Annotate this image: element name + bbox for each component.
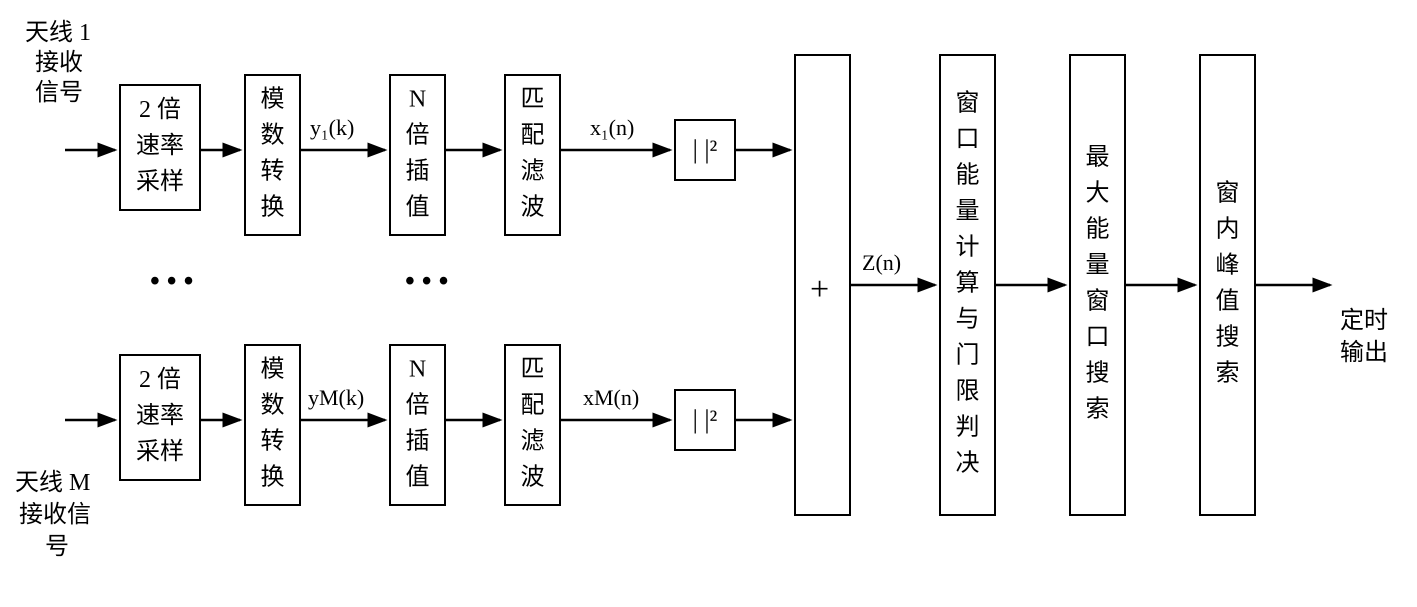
window-energy-threshold-label: 决	[956, 450, 980, 477]
max-energy-window-search-label: 能	[1086, 216, 1110, 243]
signal-zn: Z(n)	[862, 250, 901, 275]
signal-ym: yM(k)	[308, 385, 364, 410]
sample-m-label: 2 倍	[139, 366, 181, 393]
antenna-m-label: 天线 M	[15, 469, 90, 496]
max-energy-window-search-label: 搜	[1086, 360, 1110, 387]
peak-search	[1200, 55, 1255, 515]
window-energy-threshold-label: 算	[956, 270, 980, 297]
window-energy-threshold-label: 窗	[956, 90, 980, 117]
peak-search-label: 峰	[1216, 252, 1240, 279]
adc-1-label: 换	[261, 194, 285, 221]
window-energy-threshold-label: 限	[956, 379, 980, 405]
max-energy-window-search-label: 索	[1086, 396, 1110, 423]
max-energy-window-search	[1070, 55, 1125, 515]
block-diagram: 2 倍速率采样模数转换N倍插值匹配滤波| |²2 倍速率采样模数转换N倍插值匹配…	[10, 10, 1417, 597]
sample-m-label: 速率	[136, 402, 184, 429]
interp-1-label: 插	[406, 158, 430, 185]
window-energy-threshold-label: 能	[956, 162, 980, 189]
interp-m-label: 倍	[406, 392, 430, 419]
signal-xm: xM(n)	[583, 385, 639, 410]
match-filter-1-label: 配	[521, 123, 545, 149]
sample-1-label: 采样	[136, 168, 184, 195]
max-energy-window-search-label: 窗	[1086, 288, 1110, 315]
max-energy-window-search-label: 量	[1086, 253, 1110, 279]
adc-1-label: 数	[261, 122, 285, 149]
adc-m-label: 转	[261, 428, 285, 455]
antenna-1-label: 天线 1	[25, 19, 91, 46]
adc-1-label: 模	[261, 86, 285, 113]
peak-search-label: 窗	[1216, 180, 1240, 207]
interp-m-label: 插	[406, 428, 430, 455]
peak-search-label: 搜	[1216, 324, 1240, 351]
interp-m-label: N	[409, 357, 426, 383]
match-filter-m-label: 匹	[521, 357, 545, 383]
sample-1-label: 2 倍	[139, 96, 181, 123]
peak-search-label: 值	[1216, 288, 1240, 315]
peak-search-label: 内	[1216, 216, 1240, 243]
match-filter-m-label: 波	[521, 464, 545, 491]
adc-m-label: 数	[261, 392, 285, 419]
match-filter-m-label: 滤	[521, 428, 545, 455]
window-energy-threshold-label: 判	[956, 414, 980, 441]
window-energy-threshold-label: 与	[956, 307, 980, 333]
adc-m-label: 换	[261, 464, 285, 491]
antenna-m-label: 接收信	[19, 501, 91, 528]
timing-output-label: 定时	[1340, 307, 1388, 334]
sample-m-label: 采样	[136, 438, 184, 465]
max-energy-window-search-label: 口	[1086, 325, 1110, 351]
max-energy-window-search-label: 大	[1086, 180, 1110, 207]
window-energy-threshold-label: 量	[956, 199, 980, 225]
match-filter-m-label: 配	[521, 393, 545, 419]
timing-output-label: 输出	[1340, 339, 1388, 366]
adc-m-label: 模	[261, 356, 285, 383]
window-energy-threshold-label: 门	[956, 342, 980, 369]
match-filter-1-label: 滤	[521, 158, 545, 185]
window-energy-threshold-label: 口	[956, 127, 980, 153]
antenna-m-label: 号	[45, 534, 69, 560]
plus-label: +	[810, 271, 829, 308]
interp-1-label: N	[409, 87, 426, 113]
ellipsis-mid: • • •	[405, 266, 448, 297]
interp-1-label: 倍	[406, 122, 430, 149]
signal-y1: y₁(k)	[310, 115, 354, 140]
window-energy-threshold-label: 计	[956, 234, 980, 261]
antenna-1-label: 信号	[35, 79, 83, 106]
signal-x1: x₁(n)	[590, 115, 634, 140]
magnitude-sq-m-label: | |²	[693, 405, 718, 434]
interp-m-label: 值	[406, 464, 430, 491]
match-filter-1-label: 匹	[521, 87, 545, 113]
adc-1-label: 转	[261, 158, 285, 185]
max-energy-window-search-label: 最	[1086, 145, 1110, 171]
sample-1-label: 速率	[136, 132, 184, 159]
antenna-1-label: 接收	[35, 49, 83, 76]
match-filter-1-label: 波	[521, 194, 545, 221]
peak-search-label: 索	[1216, 360, 1240, 387]
ellipsis-left: • • •	[150, 266, 193, 297]
magnitude-sq-1-label: | |²	[693, 135, 718, 164]
interp-1-label: 值	[406, 194, 430, 221]
